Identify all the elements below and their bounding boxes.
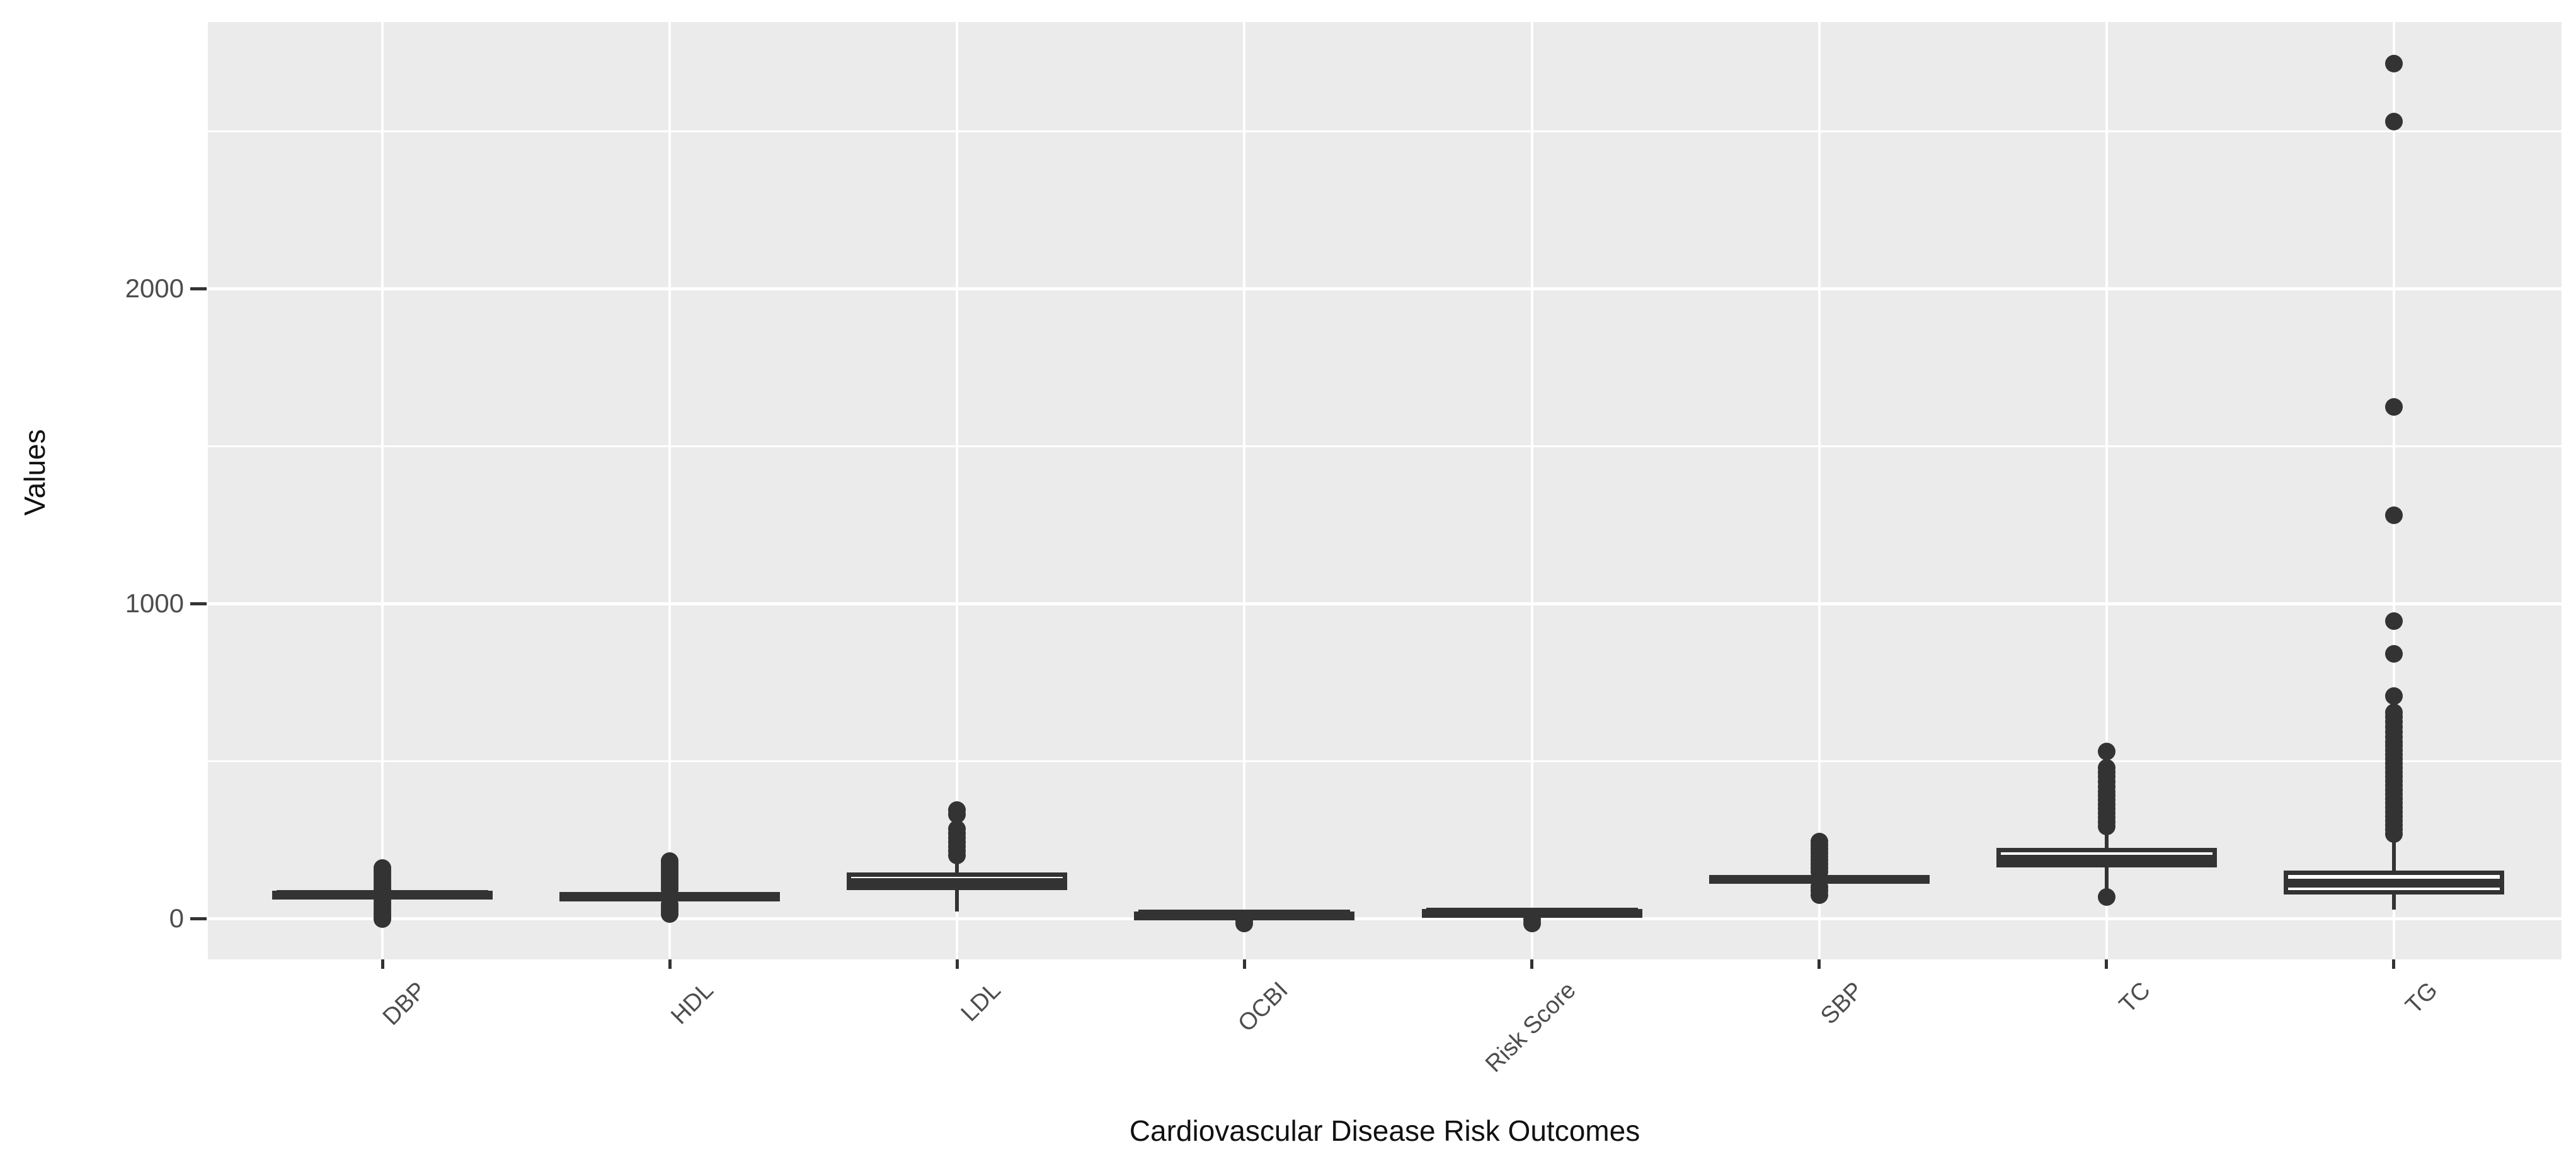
gridline-vertical-category	[2392, 22, 2395, 959]
x-tick-mark	[1818, 959, 1821, 969]
outlier-dot	[2384, 398, 2403, 416]
gridline-vertical-category	[1530, 22, 1533, 959]
outlier-dot	[2384, 704, 2403, 721]
gridline-vertical-category	[956, 22, 959, 959]
plot-panel	[208, 22, 2562, 959]
x-tick-mark	[381, 959, 384, 969]
x-tick-label: TG	[2400, 977, 2443, 1020]
outlier-dot	[661, 905, 679, 923]
outlier-dot	[2097, 759, 2115, 777]
outlier-dot	[1235, 915, 1254, 932]
outlier-dot	[2384, 506, 2403, 524]
y-tick-mark	[190, 602, 207, 605]
gridline-minor-horizontal	[208, 445, 2562, 447]
outlier-dot	[2384, 113, 2403, 130]
gridline-major-horizontal	[208, 287, 2562, 290]
gridline-major-horizontal	[208, 917, 2562, 920]
x-tick-label: LDL	[956, 977, 1006, 1027]
outlier-dot	[374, 910, 391, 928]
outlier-dot	[948, 801, 966, 819]
x-tick-mark	[2105, 959, 2109, 969]
outlier-dot	[2384, 687, 2403, 705]
y-tick-mark	[190, 287, 207, 290]
outlier-dot	[2384, 55, 2403, 72]
outlier-dot	[2097, 743, 2115, 760]
outlier-dot	[1810, 886, 1828, 904]
gridline-major-horizontal	[208, 602, 2562, 605]
outlier-dot	[1523, 915, 1541, 932]
x-tick-label: DBP	[377, 977, 432, 1031]
gridline-vertical-category	[668, 22, 672, 959]
gridline-vertical-category	[381, 22, 384, 959]
y-axis-title: Values	[18, 429, 51, 516]
x-tick-mark	[668, 959, 672, 969]
gridline-minor-horizontal	[208, 760, 2562, 762]
y-tick-label: 0	[169, 903, 184, 933]
median-line	[2287, 878, 2500, 888]
median-line	[2000, 855, 2212, 864]
outlier-dot	[2097, 888, 2115, 906]
x-tick-mark	[1530, 959, 1534, 969]
y-tick-mark	[190, 917, 207, 920]
gridline-minor-horizontal	[208, 130, 2562, 132]
outlier-dot	[2384, 612, 2403, 630]
outlier-dot	[1810, 833, 1828, 850]
outlier-dot	[661, 881, 679, 898]
median-line	[851, 878, 1063, 887]
x-tick-mark	[2392, 959, 2396, 969]
outlier-dot	[2384, 645, 2403, 663]
gridline-vertical-category	[2105, 22, 2108, 959]
x-tick-mark	[1242, 959, 1246, 969]
y-tick-label: 2000	[125, 273, 184, 303]
gridline-vertical-category	[1243, 22, 1246, 959]
y-tick-label: 1000	[125, 588, 184, 618]
x-tick-mark	[955, 959, 959, 969]
x-tick-label: TC	[2114, 977, 2156, 1019]
x-tick-label: HDL	[666, 977, 719, 1030]
gridline-vertical-category	[1818, 22, 1821, 959]
x-axis-title: Cardiovascular Disease Risk Outcomes	[1129, 1114, 1640, 1147]
